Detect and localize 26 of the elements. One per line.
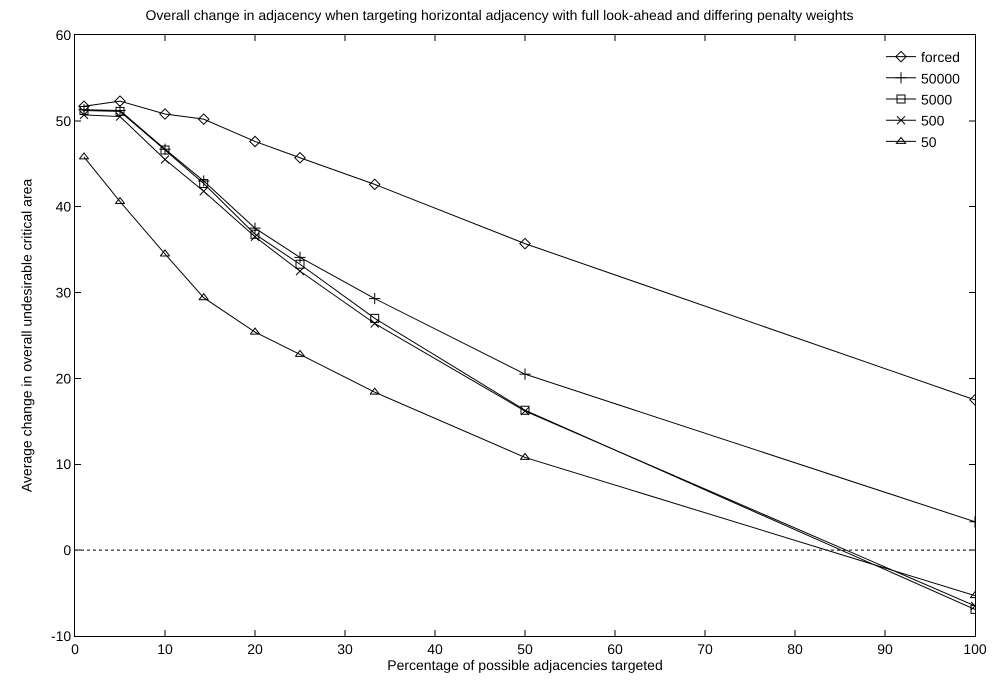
legend-label: forced [921, 49, 960, 66]
x-tick-label: 80 [787, 640, 803, 657]
x-tick-label: 100 [963, 640, 987, 657]
x-tick-label: 70 [697, 640, 713, 657]
x-tick-label: 60 [607, 640, 623, 657]
y-tick-label: 60 [56, 26, 72, 43]
legend-label: 500 [921, 112, 945, 129]
y-tick-label: 50 [56, 112, 72, 129]
x-tick-label: 10 [157, 640, 173, 657]
y-tick-label: 40 [56, 198, 72, 215]
legend-label: 50000 [921, 70, 960, 86]
x-tick-label: 40 [427, 640, 443, 657]
y-tick-label: 20 [56, 370, 72, 386]
chart-title: Overall change in adjacency when targeting horizontal adjacency with full look-ahead and differing penalty weights [146, 7, 854, 24]
x-tick-label: 50 [517, 640, 533, 657]
y-tick-label: 30 [56, 284, 72, 300]
x-axis-title: Percentage of possible adjacencies targeted [387, 656, 663, 673]
y-tick-label: 10 [56, 456, 72, 472]
legend-label: 5000 [921, 91, 952, 108]
y-axis-title: Average change in overall undesirable critical area [18, 178, 35, 492]
x-tick-label: 90 [877, 640, 893, 657]
y-tick-label: -10 [50, 628, 72, 644]
legend-label: 50 [921, 134, 937, 150]
y-tick-label: 0 [63, 542, 72, 558]
x-tick-label: 20 [247, 640, 263, 657]
x-tick-label: 30 [337, 640, 353, 657]
